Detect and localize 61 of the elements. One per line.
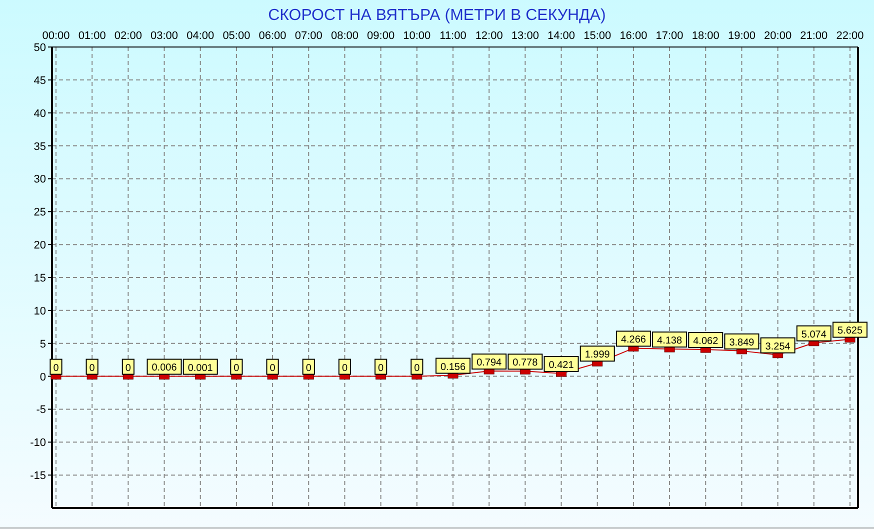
- chart-title: СКОРОСТ НА ВЯТЪРА (МЕТРИ В СЕКУНДА): [268, 7, 606, 24]
- x-tick-label: 06:00: [258, 30, 286, 42]
- x-tick-label: 16:00: [620, 30, 648, 42]
- data-label: 0.156: [440, 362, 466, 373]
- y-tick-label: 40: [34, 108, 46, 120]
- x-tick-label: 05:00: [222, 30, 250, 42]
- data-label: 5.074: [801, 329, 827, 340]
- y-tick-label: 20: [34, 240, 46, 252]
- data-label: 0: [414, 362, 420, 374]
- x-tick-label: 10:00: [403, 30, 431, 42]
- y-tick-label: -5: [36, 404, 46, 416]
- y-tick-label: -10: [30, 437, 46, 450]
- data-label: 0: [270, 362, 276, 374]
- y-tick-label: 0: [40, 371, 46, 384]
- x-tick-label: 11:00: [440, 30, 466, 42]
- data-label: 0: [125, 362, 132, 374]
- x-tick-label: 02:00: [114, 30, 142, 42]
- data-label: 0.421: [548, 360, 574, 372]
- x-tick-label: 15:00: [584, 30, 612, 42]
- x-tick-label: 08:00: [330, 30, 358, 42]
- x-tick-label: 13:00: [511, 30, 539, 42]
- y-tick-label: 30: [34, 174, 46, 186]
- data-label: 0: [342, 362, 348, 374]
- x-tick-label: 09:00: [367, 30, 395, 42]
- x-tick-label: 21:00: [800, 30, 828, 42]
- data-label: 4.062: [693, 336, 719, 348]
- data-label: 0.001: [188, 362, 214, 374]
- y-tick-label: 35: [34, 140, 46, 153]
- data-label: 0: [378, 362, 384, 374]
- x-tick-label: 03:00: [150, 30, 178, 42]
- x-tick-label: 14:00: [548, 30, 576, 42]
- x-tick-label: 18:00: [692, 30, 720, 42]
- data-label: 0: [53, 362, 60, 374]
- data-label: 0: [234, 362, 240, 374]
- data-label: 3.254: [765, 341, 791, 352]
- data-label: 4.138: [657, 336, 682, 347]
- y-tick-label: 45: [34, 74, 46, 87]
- x-tick-label: 04:00: [186, 30, 214, 42]
- data-label: 5.625: [837, 326, 863, 337]
- data-label: 4.266: [620, 334, 646, 346]
- data-label: 0: [306, 362, 312, 374]
- x-tick-label: 19:00: [728, 30, 756, 42]
- y-tick-label: 5: [40, 338, 46, 350]
- y-tick-label: -15: [30, 470, 46, 482]
- data-label: 0.794: [476, 358, 502, 369]
- data-label: 0.778: [512, 358, 538, 369]
- x-tick-label: 01:00: [78, 30, 106, 42]
- x-tick-label: 07:00: [294, 30, 322, 42]
- y-tick-label: 15: [34, 272, 46, 284]
- data-label: 0: [89, 362, 96, 374]
- x-tick-label: 00:00: [42, 30, 70, 42]
- y-tick-label: 25: [34, 206, 46, 219]
- x-tick-label: 17:00: [656, 30, 684, 42]
- y-tick-label: 10: [34, 305, 46, 318]
- data-label: 0.006: [152, 362, 178, 374]
- x-tick-label: 12:00: [475, 30, 503, 42]
- x-tick-label: 22:00: [836, 30, 864, 42]
- x-tick-label: 20:00: [764, 30, 792, 42]
- y-tick-label: 50: [34, 42, 46, 54]
- data-label: 3.849: [729, 337, 755, 348]
- data-label: 1.999: [584, 350, 610, 361]
